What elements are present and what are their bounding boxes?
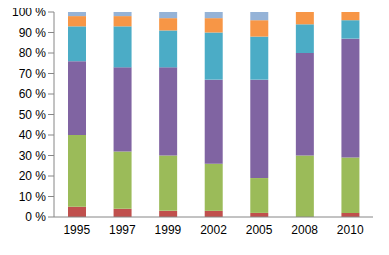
svg-text:10 %: 10 % [19,190,47,204]
svg-text:2010: 2010 [337,223,364,237]
svg-text:1999: 1999 [155,223,182,237]
svg-text:70 %: 70 % [19,67,47,81]
svg-text:90 %: 90 % [19,26,47,40]
svg-text:2002: 2002 [200,223,227,237]
svg-text:0 %: 0 % [25,210,46,224]
svg-text:2008: 2008 [291,223,318,237]
svg-text:40 %: 40 % [19,128,47,142]
svg-text:2005: 2005 [246,223,273,237]
svg-text:20 %: 20 % [19,169,47,183]
svg-text:50 %: 50 % [19,108,47,122]
svg-text:1997: 1997 [109,223,136,237]
svg-text:80 %: 80 % [19,46,47,60]
svg-text:1995: 1995 [63,223,90,237]
svg-text:100 %: 100 % [12,8,46,19]
svg-text:60 %: 60 % [19,87,47,101]
svg-text:30 %: 30 % [19,149,47,163]
